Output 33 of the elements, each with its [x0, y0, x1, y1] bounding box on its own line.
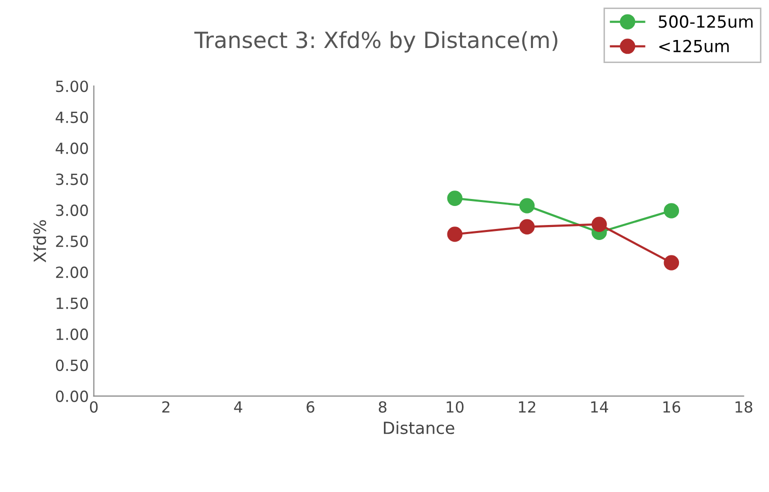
y-tick-label: 4.00: [56, 142, 88, 154]
point: [519, 219, 535, 234]
x-tick-label: 18: [736, 401, 752, 413]
y-tick-label: 3.00: [56, 204, 88, 216]
y-tick-label: 5.00: [56, 80, 88, 92]
x-tick-label: 14: [591, 401, 608, 413]
x-tick-label: 0: [90, 401, 98, 413]
y-tick-label: 0.00: [56, 390, 88, 402]
point: [664, 255, 680, 270]
x-tick-label: 2: [162, 401, 170, 413]
y-tick-label: 2.00: [56, 266, 88, 278]
y-tick-label: 3.50: [56, 174, 88, 186]
x-tick-label: 16: [663, 401, 680, 413]
legend-label: 500-125um: [658, 15, 753, 28]
legend-label: <125um: [659, 40, 729, 52]
y-tick-label: 4.50: [56, 112, 88, 124]
point: [519, 198, 535, 214]
point: [664, 203, 680, 218]
x-tick-label: 4: [234, 401, 242, 413]
y-tick-label: 1.50: [56, 298, 88, 310]
y-tick-label: 2.50: [56, 236, 88, 248]
chart-title: Transect 3: Xfd% by Distance(m): [194, 31, 558, 53]
y-axis-title: Xfd%: [33, 220, 46, 262]
point: [447, 226, 462, 242]
x-tick-label: 10: [446, 401, 464, 413]
x-tick-label: 12: [518, 401, 536, 413]
point: [592, 216, 607, 232]
x-axis-title: Distance: [384, 421, 454, 434]
y-tick-label: 0.50: [56, 360, 88, 372]
y-tick-label: 1.00: [56, 328, 88, 340]
x-tick-label: 8: [378, 401, 386, 413]
x-tick-label: 6: [306, 401, 314, 413]
point: [447, 190, 462, 206]
